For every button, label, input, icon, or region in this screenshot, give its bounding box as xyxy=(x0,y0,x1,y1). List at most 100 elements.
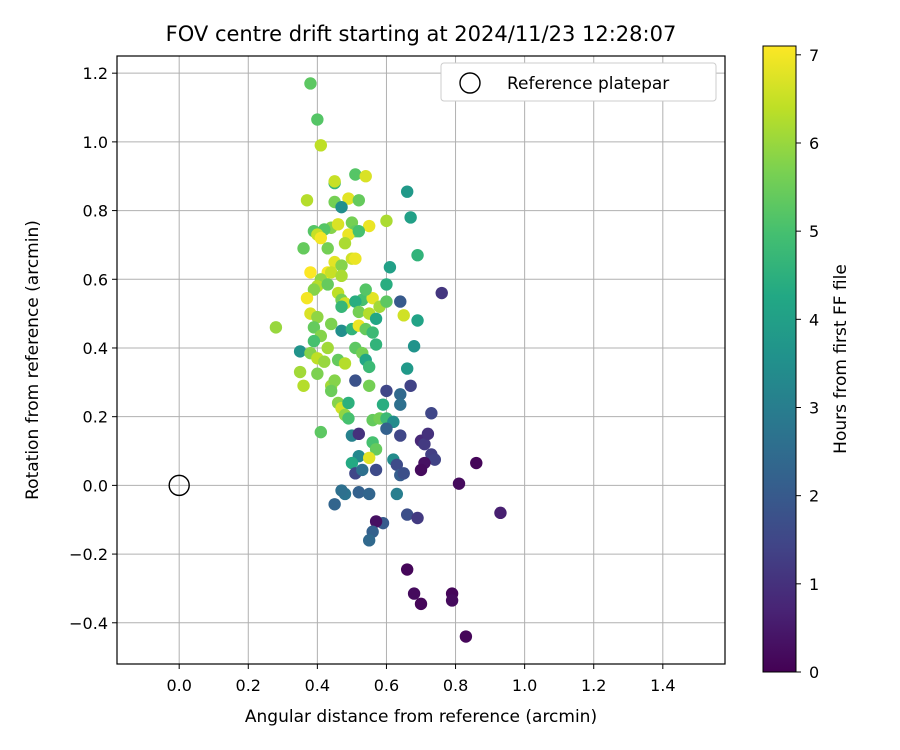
scatter-point xyxy=(304,77,317,90)
x-tick-label: 1.4 xyxy=(650,676,675,695)
scatter-point xyxy=(397,309,410,322)
scatter-point xyxy=(394,429,407,442)
scatter-point xyxy=(404,379,417,392)
scatter-point xyxy=(293,345,307,358)
scatter-point xyxy=(369,312,383,325)
scatter-point xyxy=(304,266,317,279)
scatter-point xyxy=(362,379,376,392)
reference-marker-group xyxy=(168,474,190,497)
x-tick-label: 0.0 xyxy=(166,676,191,695)
scatter-point xyxy=(369,463,383,477)
scatter-point xyxy=(425,407,438,420)
scatter-point xyxy=(407,587,421,600)
scatter-point xyxy=(400,508,414,521)
colorbar-tick-label: 6 xyxy=(809,134,819,153)
scatter-point xyxy=(300,194,314,207)
scatter-point xyxy=(421,427,435,441)
scatter-point xyxy=(452,477,466,490)
scatter-point xyxy=(380,384,393,398)
scatter-point xyxy=(380,214,393,228)
scatter-point xyxy=(314,139,328,152)
scatter-point xyxy=(400,362,414,375)
scatter-point xyxy=(293,365,307,379)
scatter-point xyxy=(352,194,366,207)
scatter-point xyxy=(352,427,366,441)
colorbar-ticks: 0 1 2 3 4 5 6 7 xyxy=(796,46,819,682)
scatter-point xyxy=(335,484,348,497)
scatter-point xyxy=(331,218,345,231)
scatter-point xyxy=(418,437,431,451)
scatter-point xyxy=(311,310,324,324)
x-tick-label: 1.0 xyxy=(512,676,537,695)
colorbar-tick-label: 0 xyxy=(809,663,819,682)
colorbar-tick-label: 5 xyxy=(809,222,819,241)
scatter-point xyxy=(428,453,442,466)
scatter-point xyxy=(318,355,331,368)
scatter-point xyxy=(338,357,352,370)
y-tick-label: 1.0 xyxy=(83,133,108,152)
scatter-point xyxy=(324,266,338,279)
scatter-point xyxy=(366,326,379,339)
scatter-point xyxy=(349,168,362,181)
scatter-point xyxy=(349,374,362,387)
scatter-point xyxy=(349,252,362,265)
y-tick-label: −0.4 xyxy=(69,614,108,633)
legend-reference-marker xyxy=(459,72,481,94)
scatter-point xyxy=(328,498,341,511)
y-tick-label: 0.4 xyxy=(83,339,108,358)
scatter-point xyxy=(359,283,372,296)
colorbar-label: Hours from first FF file xyxy=(831,264,851,454)
scatter-point xyxy=(394,398,407,411)
reference-platepar-marker xyxy=(168,474,190,497)
colorbar-tick-label: 2 xyxy=(809,487,819,506)
scatter-point xyxy=(349,295,362,308)
colorbar-tick-label: 3 xyxy=(809,398,819,417)
chart-title: FOV centre drift starting at 2024/11/23 … xyxy=(166,22,677,46)
scatter-point xyxy=(366,291,379,305)
y-tick-label: −0.2 xyxy=(69,545,108,564)
grid xyxy=(117,56,725,664)
scatter-point xyxy=(414,597,428,611)
scatter-point xyxy=(400,185,414,198)
scatter-point xyxy=(342,412,355,425)
scatter-point xyxy=(394,295,407,308)
scatter-point xyxy=(335,300,348,313)
scatter-point xyxy=(380,278,393,291)
scatter-point xyxy=(307,334,321,348)
scatter-point xyxy=(324,317,338,331)
scatter-point xyxy=(414,463,428,477)
scatter-point xyxy=(376,398,390,411)
data-points xyxy=(269,77,507,643)
scatter-point xyxy=(380,295,393,308)
plot-frame xyxy=(116,55,726,665)
scatter-point xyxy=(470,456,483,470)
scatter-point xyxy=(359,170,372,183)
scatter-point xyxy=(411,511,424,525)
scatter-point xyxy=(411,249,424,262)
colorbar-tick-label: 4 xyxy=(809,310,819,329)
scatter-point xyxy=(404,211,417,224)
scatter-point xyxy=(369,338,383,351)
scatter-point xyxy=(380,422,393,435)
scatter-point xyxy=(394,388,407,401)
scatter-point xyxy=(335,259,348,272)
x-tick-label: 1.2 xyxy=(581,676,606,695)
scatter-point xyxy=(369,443,383,456)
scatter-point xyxy=(390,487,404,501)
scatter-point xyxy=(311,113,324,126)
scatter-point xyxy=(362,219,376,233)
scatter-point xyxy=(269,321,283,334)
scatter-point xyxy=(352,486,366,499)
scatter-point xyxy=(362,360,376,374)
y-axis-label: Rotation from reference (arcmin) xyxy=(23,220,43,500)
y-tick-label: 1.2 xyxy=(83,64,108,83)
legend: Reference platepar xyxy=(440,62,717,102)
scatter-point xyxy=(362,534,376,547)
scatter-point xyxy=(335,324,348,338)
scatter-point xyxy=(321,278,334,291)
y-tick-label: 0.6 xyxy=(83,270,108,289)
scatter-point xyxy=(314,425,328,439)
scatter-point xyxy=(342,396,355,410)
